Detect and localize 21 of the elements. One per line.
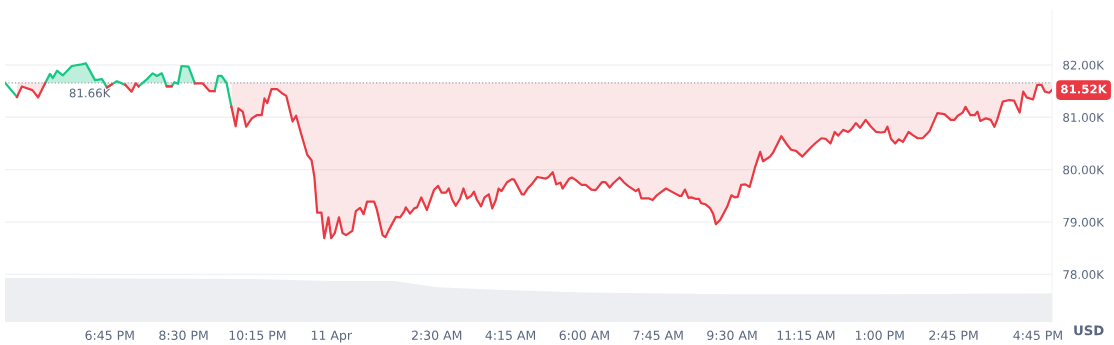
x-tick-label: 4:45 PM: [1013, 330, 1062, 341]
annotation: 81.52K: [1061, 84, 1108, 94]
x-tick-label: 2:30 AM: [411, 330, 462, 341]
x-tick-label: 8:30 PM: [159, 330, 208, 341]
x-tick-label: 6:00 AM: [559, 330, 609, 341]
y-tick-label: 82.00K: [1063, 60, 1105, 70]
y-tick-label: 79.00K: [1063, 217, 1105, 227]
x-tick-label: 4:15 AM: [485, 330, 536, 341]
y-tick-label: 78.00K: [1063, 270, 1105, 280]
x-tick-label: 2:45 PM: [929, 330, 978, 341]
y-tick-label: 80.00K: [1063, 165, 1105, 175]
x-tick-label: 9:30 AM: [707, 330, 757, 341]
x-tick-label: 1:00 PM: [855, 330, 904, 341]
x-tick-label: 11:15 AM: [777, 330, 835, 341]
x-tick-label: 10:15 PM: [229, 330, 286, 341]
x-tick-label: 7:45 AM: [633, 330, 683, 341]
y-tick-label: 81.00K: [1063, 113, 1105, 122]
x-tick-label: 11 Apr: [311, 330, 353, 343]
y-axis-title: USD: [1074, 325, 1104, 336]
ref-line-label: 81.66K: [69, 88, 111, 98]
x-tick-label: 6:45 PM: [85, 330, 134, 341]
